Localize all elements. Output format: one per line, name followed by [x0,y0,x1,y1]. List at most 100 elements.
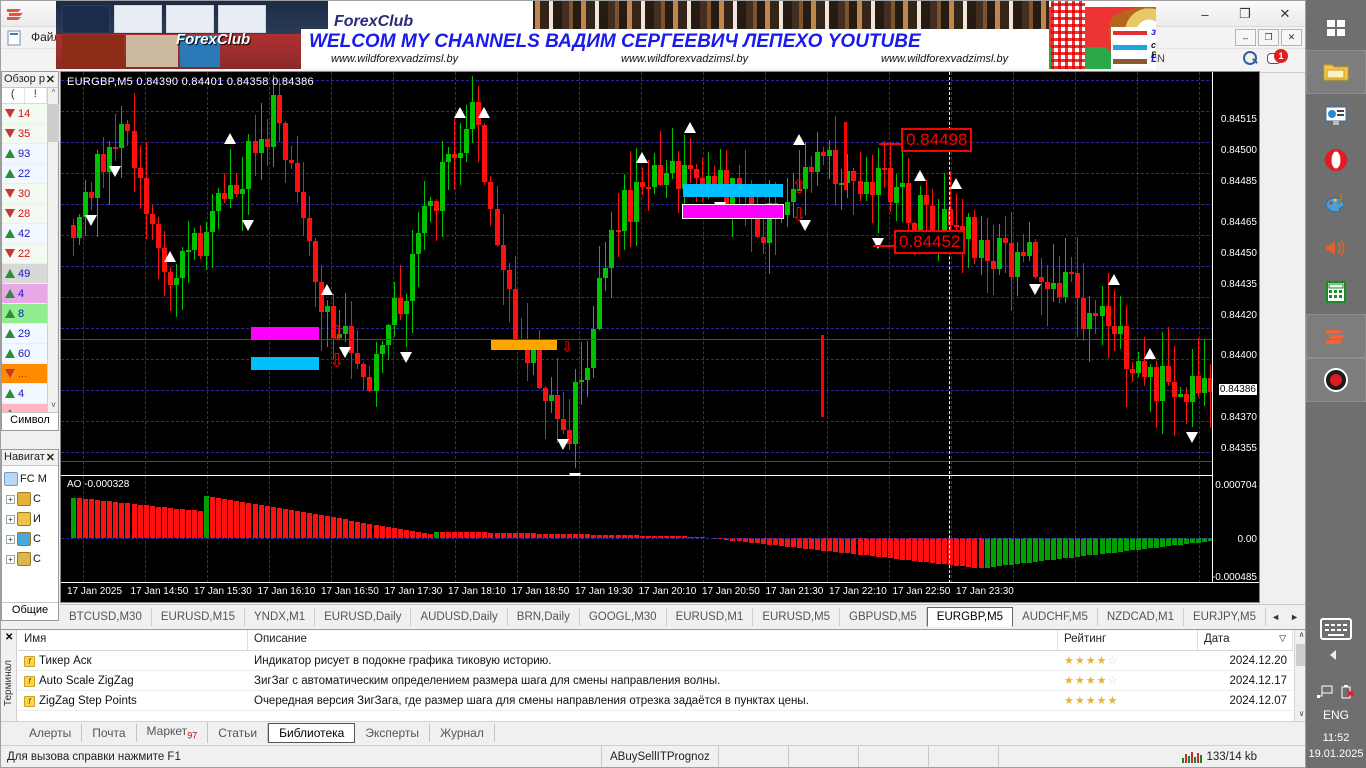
paint-icon[interactable] [1306,182,1366,226]
network-icon[interactable] [1317,685,1333,702]
volume-icon[interactable] [1306,226,1366,270]
market-watch-row[interactable]: 60 [2,344,58,364]
record-icon[interactable] [1306,358,1366,402]
clock[interactable]: 11:52 19.01.2025 [1306,730,1366,762]
navigator-item[interactable]: + И [4,509,56,529]
market-watch-row[interactable]: 49 [2,264,58,284]
column-name[interactable]: Имя [18,630,248,650]
mw-col-0[interactable]: ( [2,88,25,103]
navigator-item[interactable]: + С [4,549,56,569]
navigator-root-item[interactable]: FC M [4,469,56,489]
orange-band-object[interactable] [491,340,557,350]
chart-main-window[interactable]: EURGBP,M5 0.84390 0.84401 0.84358 0.8438… [61,72,1259,484]
keyboard-icon[interactable] [1320,618,1352,640]
maximize-button[interactable]: ❐ [1239,6,1251,21]
column-description[interactable]: Описание [248,630,1058,650]
market-watch-row[interactable]: 30 [2,184,58,204]
chart-tab-audchf-m5[interactable]: AUDCHF,M5 [1013,607,1098,626]
terminal-scroll-thumb[interactable] [1296,644,1305,666]
market-watch-tab-symbols[interactable]: Символ [2,412,58,430]
market-watch-row[interactable]: 35 [2,124,58,144]
inner-minimize-button[interactable]: – [1235,29,1256,46]
ao-indicator-subwindow[interactable]: AO -0.000328 [61,475,1259,583]
terminal-tab-журнал[interactable]: Журнал [430,723,495,742]
chart-tab-next-icon[interactable]: ► [1290,611,1299,622]
terminal-tab-эксперты[interactable]: Эксперты [355,723,431,742]
mw-scroll-down-icon[interactable]: v [51,400,56,409]
minimize-button[interactable]: – [1201,6,1209,22]
market-watch-close-icon[interactable]: ✕ [45,74,55,86]
magenta-band-right-object[interactable] [682,204,784,219]
cyan-band-right-object[interactable] [683,184,783,197]
terminal-scroll-down-icon[interactable]: ∨ [1298,709,1305,718]
expand-icon[interactable]: + [6,494,15,504]
terminal-scrollbar[interactable]: ∧ ∨ [1294,630,1305,722]
chart-tab-eurusd-m5[interactable]: EURUSD,M5 [753,607,841,626]
market-watch-row[interactable]: 29 [2,324,58,344]
navigator-tab-common[interactable]: Общие [2,602,58,620]
market-watch-row[interactable]: 93 [2,144,58,164]
market-watch-row[interactable]: 4 [2,284,58,304]
search-icon[interactable] [1243,51,1259,67]
table-row[interactable]: f ZigZag Step Points Очередная версия ЗигЗ… [18,691,1293,711]
market-watch-row[interactable]: 8 [2,304,58,324]
price-box-upper[interactable]: 0.84498 [901,128,973,152]
market-watch-row[interactable]: 42 [2,224,58,244]
market-watch-row[interactable]: 14 [2,104,58,124]
chart-tab-eurusd-m1[interactable]: EURUSD,M1 [667,607,754,626]
chart-tab-btcusd-m30[interactable]: BTCUSD,M30 [60,607,152,626]
inner-close-button[interactable]: ✕ [1281,29,1302,46]
price-axis[interactable]: 0.84515 0.84500 0.84485 0.84465 0.84450 … [1212,72,1259,602]
chart-tab-googl-m30[interactable]: GOOGL,M30 [580,607,667,626]
file-explorer-icon[interactable] [1306,50,1366,94]
terminal-tab-маркет[interactable]: Маркет97 [137,722,209,743]
terminal-close-icon[interactable]: ✕ [5,632,14,643]
chart-tab-eurusd-daily[interactable]: EURUSD,Daily [315,607,412,626]
time-axis[interactable]: 17 Jan 2025 17 Jan 14:50 17 Jan 15:30 17 Ja… [61,582,1259,602]
mw-col-1[interactable]: ! [25,88,47,103]
cyan-band-left-object[interactable] [251,357,319,370]
market-watch-row[interactable]: 4 [2,384,58,404]
mw-scroll-thumb[interactable] [48,104,59,142]
terminal-scroll-up-icon[interactable]: ∧ [1298,630,1305,639]
price-box-lower[interactable]: 0.84452 [894,230,966,254]
terminal-tab-статьи[interactable]: Статьи [208,723,269,742]
chart-area[interactable]: EURGBP,M5 0.84390 0.84401 0.84358 0.8438… [60,71,1260,603]
notification-bubble-icon[interactable]: 1 [1267,49,1288,67]
navigator-item[interactable]: + С [4,489,56,509]
terminal-tab-библиотека[interactable]: Библиотека [268,722,356,743]
navigator-item[interactable]: + С [4,529,56,549]
calculator-icon[interactable] [1306,270,1366,314]
chart-tab-brn-daily[interactable]: BRN,Daily [508,607,580,626]
chart-tab-eurjpy-m5[interactable]: EURJPY,M5 [1184,607,1267,626]
chart-tab-nzdcad-m1[interactable]: NZDCAD,M1 [1098,607,1184,626]
column-rating[interactable]: Рейтинг [1058,630,1198,650]
chart-tab-bar[interactable]: BTCUSD,M30 EURUSD,M15 YNDX,M1 EURUSD,Daily A… [60,604,1305,628]
terminal-tab-алерты[interactable]: Алерты [19,723,83,742]
chart-tab-prev-icon[interactable]: ◄ [1271,611,1281,622]
opera-icon[interactable] [1306,138,1366,182]
expand-icon[interactable]: + [6,534,15,544]
expand-icon[interactable]: + [6,514,15,524]
show-hidden-icons-icon[interactable] [1330,650,1336,660]
navigator-close-icon[interactable]: ✕ [45,452,55,464]
presentation-icon[interactable] [1306,94,1366,138]
terminal-tab-bar[interactable]: Алерты Почта Маркет97 Статьи Библиотека Экспе… [1,721,1305,743]
inner-maximize-button[interactable]: ❐ [1258,29,1279,46]
magenta-band-left-object[interactable] [251,327,319,340]
battery-error-icon[interactable] [1339,685,1355,702]
mw-scroll-up-icon[interactable]: ^ [51,88,56,97]
chart-tab-gbpusd-m5[interactable]: GBPUSD,M5 [840,607,927,626]
language-indicator[interactable]: ENG [1322,708,1349,722]
chart-tab-eurusd-m15[interactable]: EURUSD,M15 [152,607,245,626]
table-row[interactable]: f Тикер Аск Индикатор рисует в подокне гра… [18,651,1293,671]
start-icon[interactable] [1306,6,1366,50]
market-watch-row[interactable]: ... [2,364,58,384]
market-watch-row[interactable]: 22 [2,244,58,264]
column-date[interactable]: Дата ▽ [1198,630,1293,650]
menu-item-file[interactable]: Файл [31,30,61,44]
chart-tab-eurgbp-m5[interactable]: EURGBP,M5 [926,606,1014,627]
table-row[interactable]: f Auto Scale ZigZag ЗигЗаг с автоматически… [18,671,1293,691]
chart-tab-audusd-daily[interactable]: AUDUSD,Daily [411,607,508,626]
market-watch-row[interactable]: 28 [2,204,58,224]
